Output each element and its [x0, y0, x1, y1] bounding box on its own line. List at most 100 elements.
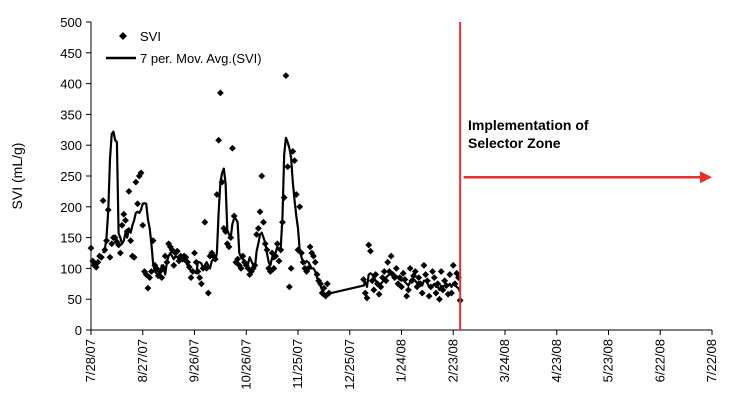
- svi-point: [446, 271, 454, 278]
- svi-point: [310, 252, 317, 260]
- svi-point: [160, 265, 167, 272]
- svi-point: [296, 203, 304, 211]
- svi-point: [116, 249, 124, 257]
- svi-point: [282, 72, 290, 79]
- svi-point: [323, 280, 331, 288]
- svi-point: [436, 295, 443, 303]
- y-tick-label: 250: [60, 169, 82, 184]
- svi-point: [298, 249, 305, 257]
- svi-point: [151, 261, 159, 269]
- svi-point: [268, 249, 276, 257]
- svi-point: [163, 258, 171, 266]
- svi-point: [367, 247, 374, 255]
- svi-point: [273, 240, 281, 248]
- svi-point: [137, 169, 145, 177]
- svi-point: [291, 157, 298, 164]
- y-tick-label: 500: [60, 15, 82, 30]
- svi-point: [142, 271, 150, 278]
- svi-point: [106, 253, 114, 261]
- axes-layer: 0 50 100 150 200 250 300 350 400 450 500 7/28/07 8/2…: [60, 15, 719, 390]
- svi-point: [170, 261, 178, 269]
- x-tick-label: 2/23/08: [445, 339, 460, 382]
- svi-point: [225, 243, 233, 251]
- x-tick-label: 6/22/08: [652, 339, 667, 382]
- svi-point: [304, 265, 312, 272]
- svi-point: [97, 253, 105, 261]
- y-tick-label: 300: [60, 138, 82, 153]
- svi-point: [401, 276, 409, 283]
- svi-point: [365, 241, 373, 249]
- svi-point: [201, 218, 209, 226]
- x-tick-label: 10/26/07: [238, 339, 253, 390]
- svi-point: [405, 286, 412, 294]
- y-tick-label: 100: [60, 261, 82, 276]
- annotation-line-1: Implementation of: [468, 117, 589, 133]
- svi-point: [134, 200, 141, 208]
- svi-point: [415, 274, 423, 282]
- svi-point: [372, 271, 380, 278]
- svi-point: [99, 197, 107, 205]
- y-tick-label: 200: [60, 200, 82, 215]
- svi-point: [417, 280, 424, 288]
- svi-point: [187, 274, 195, 282]
- svi-point: [279, 218, 286, 226]
- svi-point: [263, 246, 271, 254]
- svi-point: [158, 274, 166, 282]
- svi-point: [306, 243, 314, 251]
- svi-point: [399, 269, 407, 277]
- svi-point: [204, 289, 212, 297]
- svi-point: [234, 255, 242, 263]
- svi-point: [425, 292, 433, 300]
- marks-layer: [87, 72, 464, 304]
- svi-point: [272, 252, 279, 260]
- svi-point: [430, 274, 438, 282]
- svi-point: [287, 265, 295, 272]
- svi-point: [220, 224, 228, 232]
- svi-point: [115, 241, 122, 249]
- svi-point: [427, 283, 435, 291]
- x-tick-label: 7/22/08: [704, 339, 719, 382]
- svi-point: [437, 268, 445, 275]
- svi-point: [384, 258, 392, 266]
- svi-point: [199, 265, 207, 272]
- svi-point: [111, 234, 119, 241]
- annotation-line-2: Selector Zone: [468, 135, 561, 151]
- svi-point: [261, 240, 269, 248]
- svi-point: [449, 261, 457, 269]
- x-tick-label: 8/27/07: [135, 339, 150, 382]
- svi-point: [122, 216, 129, 224]
- svi-point: [380, 268, 388, 275]
- annotation-layer: Implementation of Selector Zone: [459, 22, 712, 330]
- y-tick-label: 400: [60, 77, 82, 92]
- svi-point: [387, 252, 395, 260]
- svi-point: [325, 289, 333, 297]
- svi-point: [289, 147, 297, 155]
- y-tick-label: 0: [75, 323, 82, 338]
- svi-point: [258, 172, 266, 180]
- svi-point: [260, 218, 267, 226]
- legend-svi-label: SVI: [140, 29, 161, 44]
- svi-point: [103, 237, 110, 245]
- x-tick-label: 5/23/08: [601, 339, 616, 382]
- svi-point: [175, 257, 183, 265]
- svi-point: [194, 268, 202, 275]
- svi-point: [270, 265, 278, 272]
- y-tick-label: 350: [60, 107, 82, 122]
- svi-point: [94, 258, 102, 266]
- svi-point: [127, 237, 135, 245]
- svi-point: [313, 271, 321, 278]
- svi-point: [256, 208, 264, 216]
- svi-point: [239, 252, 247, 260]
- svi-point: [317, 280, 324, 288]
- svi-point: [146, 274, 154, 282]
- svi-point: [222, 228, 229, 235]
- legend-moving-avg-label: 7 per. Mov. Avg.(SVI): [140, 51, 262, 66]
- svi-point: [411, 268, 419, 275]
- x-tick-label: 9/26/07: [187, 339, 202, 382]
- svi-point: [223, 240, 231, 248]
- svi-point: [104, 206, 112, 214]
- svi-point: [185, 263, 193, 271]
- svi-point: [235, 261, 243, 269]
- svi-point: [406, 265, 414, 272]
- svi-point: [191, 249, 198, 257]
